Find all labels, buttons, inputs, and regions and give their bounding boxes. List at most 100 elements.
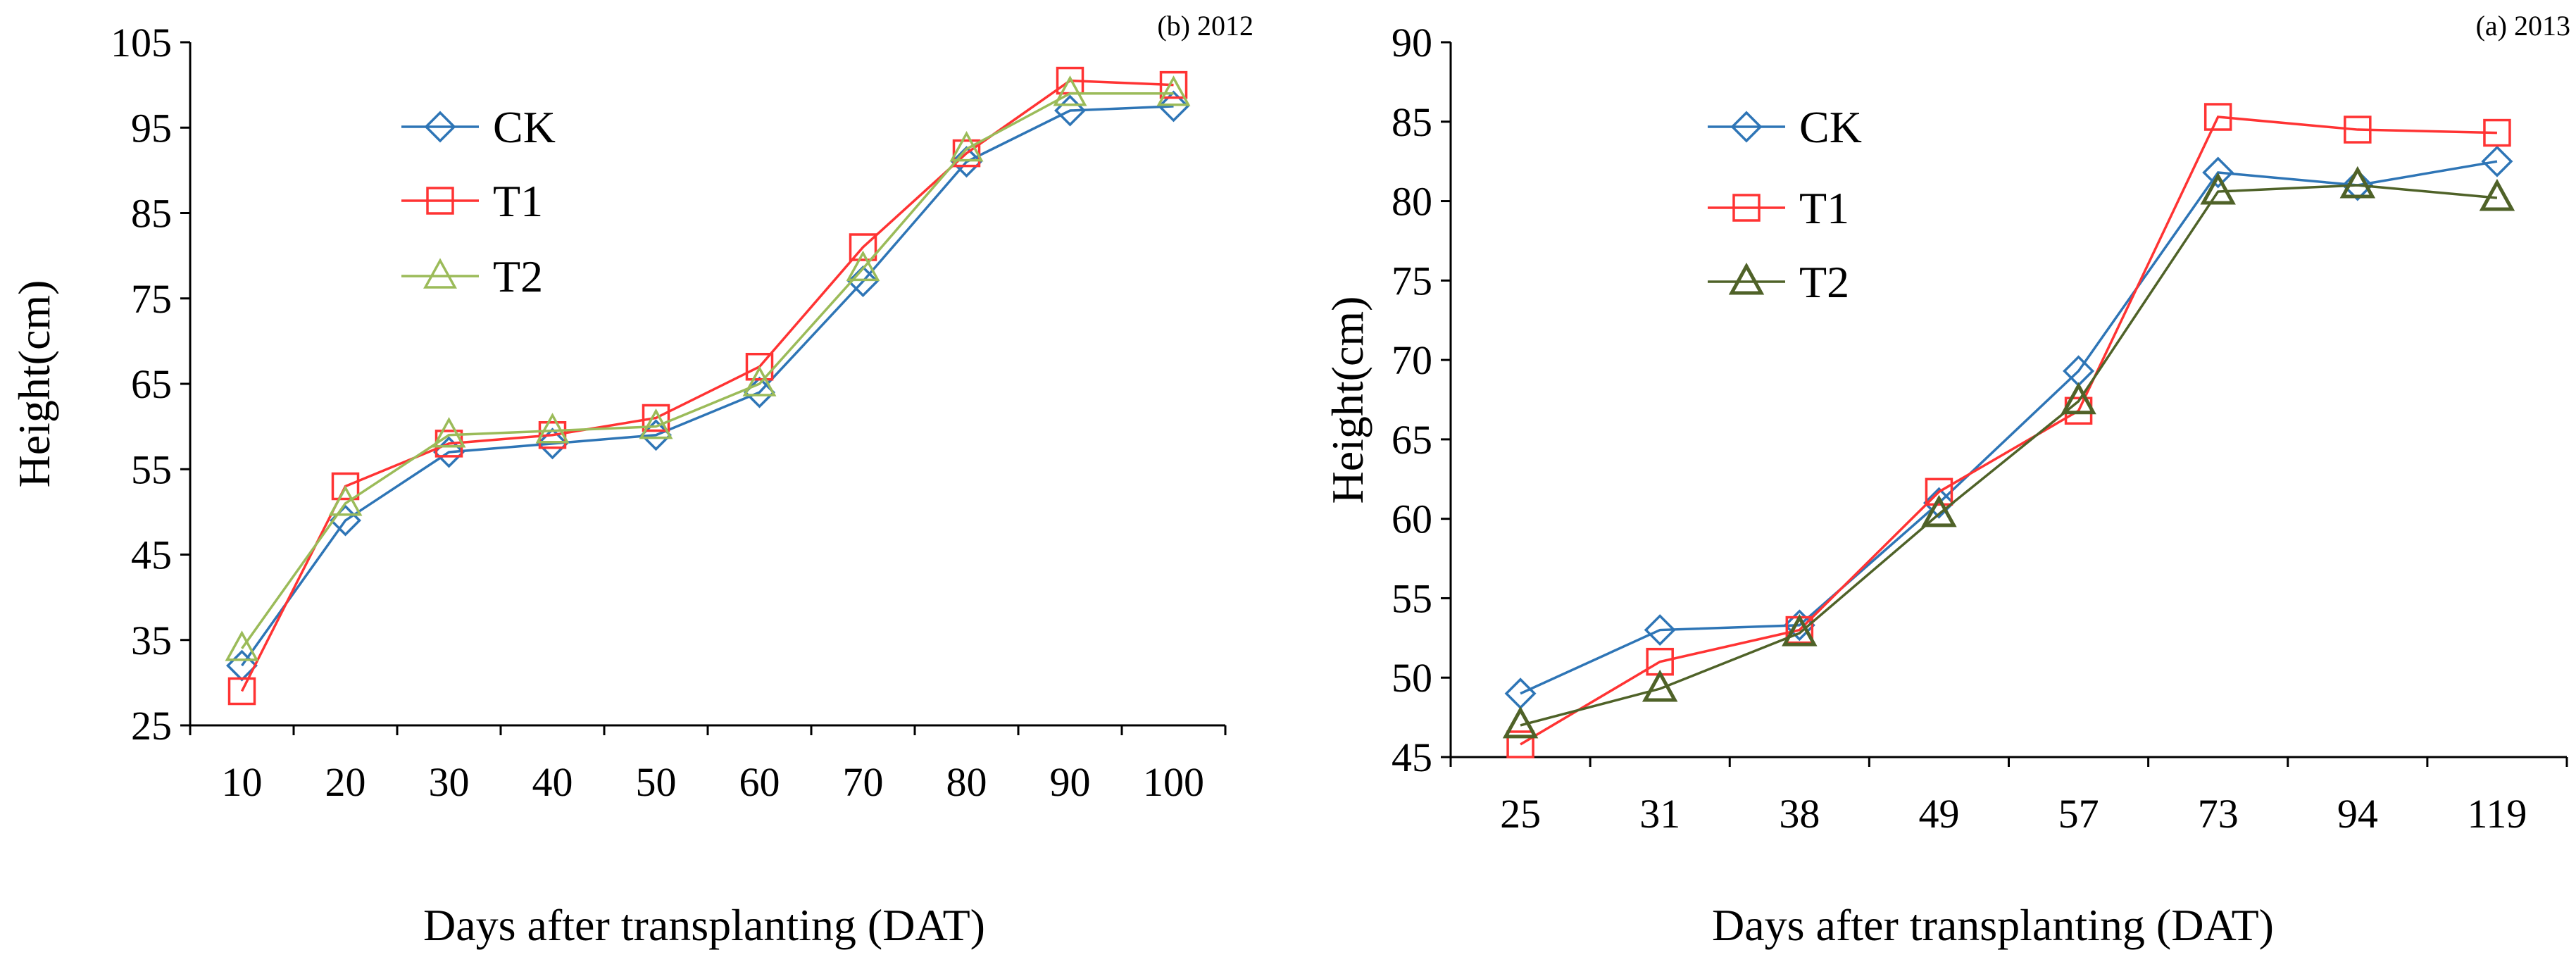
x-axis-label: Days after transplanting (DAT): [1712, 900, 2274, 950]
series-line-ck: [1520, 160, 2498, 695]
data-point-ck: [951, 146, 982, 178]
data-point-t1: [1925, 477, 1953, 506]
series-line-ck: [241, 105, 1174, 667]
data-point-t2: [846, 250, 880, 282]
x-tick-label: 10: [222, 759, 263, 805]
series-t2: [225, 75, 1191, 661]
axes: 45 50 55 60 65 70 75 80 85 90 25 31 38 49 57 73 94 119: [1392, 20, 2568, 837]
legend-marker: [424, 111, 456, 143]
legend-swatch-t2: [401, 258, 479, 289]
x-tick-label: 60: [739, 759, 780, 805]
data-point-t1: [2203, 103, 2232, 131]
legend-marker: [423, 258, 457, 289]
data-point-t2: [1642, 669, 1678, 702]
legend-label-t2: T2: [493, 251, 543, 301]
series-t1: [227, 66, 1188, 706]
data-point-t1: [1159, 70, 1188, 99]
data-point-ck: [537, 427, 568, 460]
data-point-ck: [2202, 156, 2234, 189]
y-tick-label: 75: [131, 276, 172, 322]
data-point-t2: [1921, 494, 1957, 527]
data-point-t2: [639, 408, 673, 439]
x-tick-label: 25: [1500, 791, 1541, 837]
x-tick-label: 73: [2198, 791, 2239, 837]
series-ck: [226, 90, 1189, 682]
y-tick-label: 45: [1392, 735, 1432, 780]
data-point-t2: [1782, 613, 1818, 646]
y-tick-label: 60: [1392, 496, 1432, 542]
data-point-ck: [2341, 169, 2374, 201]
legend-label-t1: T1: [1799, 183, 1849, 233]
data-point-t2: [742, 366, 777, 396]
data-point-t1: [2344, 115, 2372, 144]
legend-label-ck: CK: [493, 102, 556, 152]
legend-marker: [1732, 194, 1761, 222]
chart-2012: (b) 2012 Days after transplanting (DAT) …: [9, 10, 1253, 950]
x-tick-label: 70: [843, 759, 884, 805]
legend-swatch-ck: [401, 111, 479, 143]
y-tick-label: 85: [131, 191, 172, 237]
data-point-t1: [227, 677, 256, 706]
y-tick-label: 70: [1392, 337, 1432, 383]
x-tick-label: 38: [1779, 791, 1820, 837]
data-point-t2: [2339, 165, 2376, 199]
y-tick-label: 55: [131, 446, 172, 492]
legend: CK T1 T2: [1799, 102, 1862, 307]
legend-label-t1: T1: [493, 176, 543, 226]
y-tick-label: 105: [111, 20, 172, 65]
legend-swatch-ck: [1708, 111, 1785, 143]
x-tick-label: 80: [946, 759, 987, 805]
legend-label-t2: T2: [1799, 257, 1849, 307]
data-point-t1: [642, 404, 670, 432]
data-point-t2: [432, 417, 466, 448]
y-tick-label: 85: [1392, 99, 1432, 145]
y-tick-label: 35: [131, 618, 172, 663]
series-ck: [1504, 145, 2513, 710]
y-axis-label: Height(cm): [9, 280, 59, 488]
legend-swatch-t1: [1708, 194, 1785, 222]
legend-marker: [1728, 262, 1765, 295]
y-tick-label: 75: [1392, 258, 1432, 304]
legend-swatch-t2: [1708, 262, 1785, 295]
data-point-t2: [328, 485, 363, 516]
chart-title: (a) 2013: [2476, 10, 2570, 42]
series-t2: [1502, 165, 2515, 739]
data-point-t2: [2061, 382, 2096, 415]
data-point-t2: [225, 630, 259, 661]
legend-marker: [426, 187, 454, 215]
data-point-t1: [331, 472, 360, 501]
x-tick-label: 94: [2337, 791, 2378, 837]
data-point-t1: [745, 353, 774, 381]
y-tick-label: 55: [1392, 575, 1432, 621]
x-tick-label: 40: [532, 759, 573, 805]
data-point-ck: [1922, 487, 1955, 519]
x-tick-label: 57: [2058, 791, 2099, 837]
data-point-ck: [2481, 145, 2513, 177]
data-point-t1: [1506, 730, 1534, 758]
x-tick-label: 49: [1918, 791, 1959, 837]
data-point-t1: [849, 233, 877, 261]
y-tick-label: 80: [1392, 179, 1432, 225]
legend-label-ck: CK: [1799, 102, 1862, 152]
x-tick-label: 31: [1639, 791, 1680, 837]
data-point-t2: [1502, 706, 1539, 739]
data-point-ck: [847, 266, 879, 297]
series-line-t2: [1520, 184, 2498, 727]
x-tick-label: 20: [325, 759, 366, 805]
legend-marker: [1730, 111, 1763, 143]
data-point-t1: [2483, 118, 2511, 147]
x-tick-label: 119: [2468, 791, 2527, 837]
x-tick-label: 50: [636, 759, 677, 805]
y-tick-label: 90: [1392, 20, 1432, 65]
x-tick-label: 100: [1143, 759, 1204, 805]
x-axis-label: Days after transplanting (DAT): [423, 900, 985, 950]
series-line-t2: [241, 92, 1174, 649]
x-tick-label: 30: [429, 759, 470, 805]
y-tick-label: 25: [131, 703, 172, 749]
y-tick-label: 65: [1392, 417, 1432, 463]
chart-title: (b) 2012: [1157, 10, 1253, 42]
series-line-t1: [240, 79, 1174, 692]
y-tick-label: 45: [131, 532, 172, 578]
data-point-ck: [1158, 90, 1189, 123]
